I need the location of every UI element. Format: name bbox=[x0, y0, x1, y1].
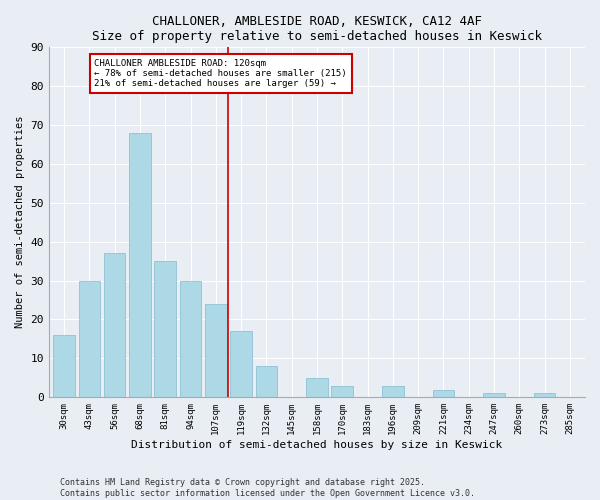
Y-axis label: Number of semi-detached properties: Number of semi-detached properties bbox=[15, 116, 25, 328]
Bar bbox=[129, 132, 151, 398]
Bar bbox=[79, 280, 100, 398]
Bar bbox=[483, 394, 505, 398]
Bar bbox=[154, 261, 176, 398]
Bar bbox=[306, 378, 328, 398]
Bar bbox=[256, 366, 277, 398]
Text: Contains HM Land Registry data © Crown copyright and database right 2025.
Contai: Contains HM Land Registry data © Crown c… bbox=[60, 478, 475, 498]
Bar bbox=[433, 390, 454, 398]
Bar bbox=[230, 331, 252, 398]
X-axis label: Distribution of semi-detached houses by size in Keswick: Distribution of semi-detached houses by … bbox=[131, 440, 503, 450]
Text: CHALLONER AMBLESIDE ROAD: 120sqm
← 78% of semi-detached houses are smaller (215): CHALLONER AMBLESIDE ROAD: 120sqm ← 78% o… bbox=[94, 58, 347, 88]
Bar bbox=[205, 304, 227, 398]
Bar bbox=[53, 335, 75, 398]
Bar bbox=[534, 394, 555, 398]
Bar bbox=[382, 386, 404, 398]
Bar bbox=[180, 280, 201, 398]
Title: CHALLONER, AMBLESIDE ROAD, KESWICK, CA12 4AF
Size of property relative to semi-d: CHALLONER, AMBLESIDE ROAD, KESWICK, CA12… bbox=[92, 15, 542, 43]
Bar bbox=[104, 254, 125, 398]
Bar bbox=[331, 386, 353, 398]
